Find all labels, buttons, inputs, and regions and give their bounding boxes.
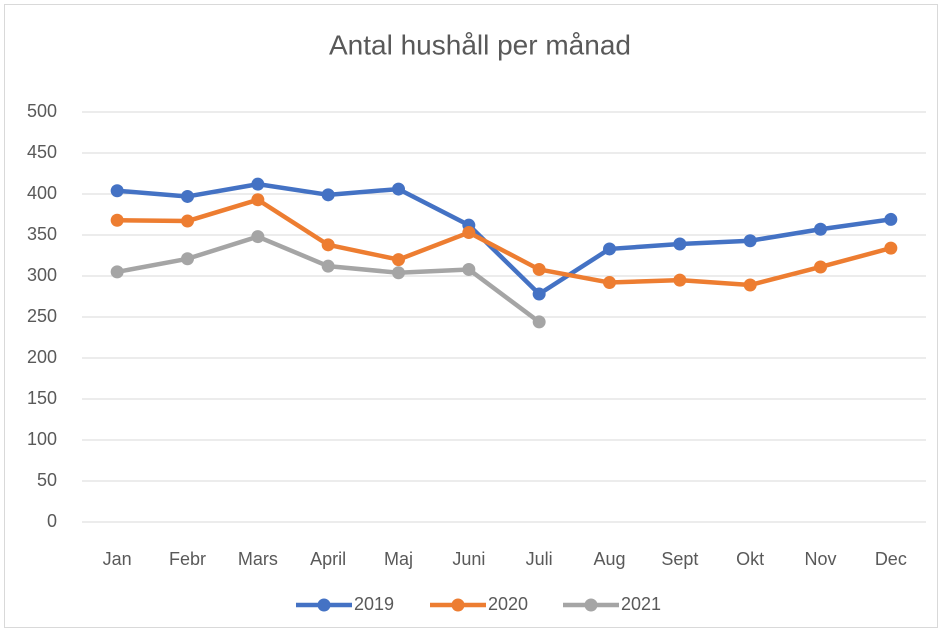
x-tick-label: Nov (804, 549, 836, 569)
legend-marker (584, 598, 598, 612)
y-tick-label: 450 (27, 142, 57, 162)
point (110, 184, 124, 198)
point (743, 278, 757, 292)
point (321, 188, 335, 202)
legend-label: 2019 (354, 594, 394, 614)
y-tick-label: 250 (27, 306, 57, 326)
point (181, 252, 194, 266)
point (743, 234, 757, 248)
point (251, 177, 265, 191)
point (392, 253, 405, 267)
y-tick-label: 150 (27, 388, 57, 408)
x-tick-label: Aug (593, 549, 625, 569)
point (532, 315, 546, 329)
legend-label: 2020 (488, 594, 528, 614)
y-tick-label: 300 (27, 265, 57, 285)
point (462, 262, 476, 276)
y-tick-label: 100 (27, 429, 57, 449)
point (814, 222, 827, 236)
series-line (116, 181, 892, 297)
chart-title: Antal hushåll per månad (329, 29, 631, 60)
x-tick-label: Dec (875, 549, 907, 569)
point (532, 262, 546, 276)
point (181, 189, 194, 203)
legend-marker (317, 598, 331, 612)
point (884, 212, 898, 226)
x-tick-label: Juli (526, 549, 553, 569)
x-tick-label: Jan (103, 549, 132, 569)
point (321, 238, 335, 252)
point (181, 214, 194, 228)
point (251, 193, 265, 207)
point (603, 276, 616, 290)
point (110, 213, 124, 227)
point (814, 260, 827, 274)
legend-label: 2021 (621, 594, 661, 614)
y-tick-label: 400 (27, 183, 57, 203)
series-line (117, 197, 892, 288)
x-tick-label: Mars (238, 549, 278, 569)
point (532, 287, 546, 301)
point (462, 226, 476, 240)
point (392, 266, 405, 280)
x-tick-label: Sept (661, 549, 698, 569)
point (603, 242, 616, 256)
y-tick-label: 350 (27, 224, 57, 244)
x-tick-label: Febr (169, 549, 206, 569)
point (673, 273, 687, 287)
point (251, 230, 265, 244)
y-tick-label: 200 (27, 347, 57, 367)
legend-marker (451, 598, 465, 612)
point (392, 182, 405, 196)
x-tick-label: Okt (736, 549, 764, 569)
point (321, 259, 335, 273)
y-tick-label: 0 (47, 511, 57, 531)
point (884, 241, 898, 255)
y-tick-label: 500 (27, 101, 57, 121)
y-tick-label: 50 (37, 470, 57, 490)
point (673, 237, 687, 251)
point (110, 265, 124, 279)
x-tick-label: Maj (384, 549, 413, 569)
chart-border (4, 4, 938, 628)
x-tick-label: April (310, 549, 346, 569)
x-tick-label: Juni (452, 549, 485, 569)
